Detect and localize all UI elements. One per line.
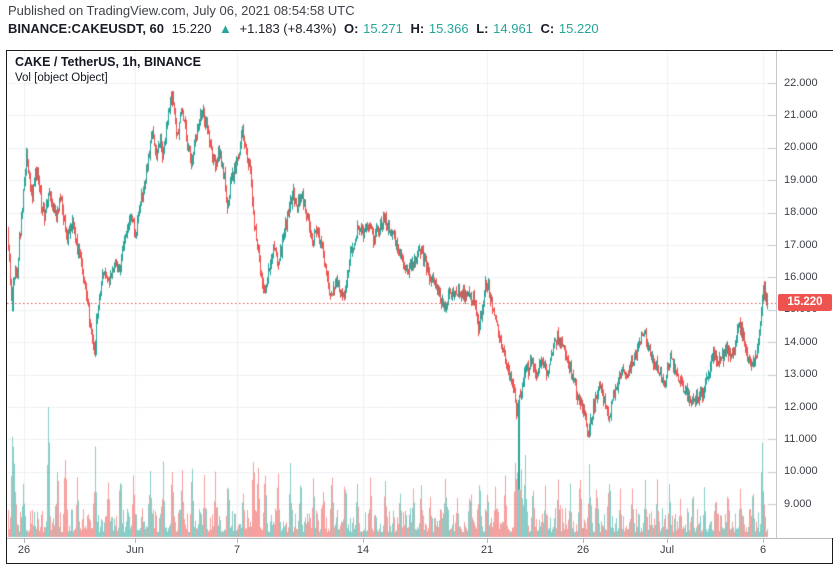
close-label: C: [540,21,555,36]
price-axis-label: 13.000 [784,368,818,381]
time-axis-tick [487,539,488,543]
price-change-text: +1.183 (+8.43%) [239,21,337,36]
time-axis-tick [763,539,764,543]
time-axis-label: 6 [759,544,767,556]
close-value: 15.220 [558,21,599,36]
price-axis-label: 22.000 [784,76,818,89]
up-arrow-icon: ▲ [219,21,232,36]
price-axis-label: 12.000 [784,400,818,413]
price-axis-label: 18.000 [784,206,818,219]
time-axis: 26 Jun 7 14 21 26 Jul 6 [7,538,832,562]
candlestick-volume-chart [7,51,776,538]
time-axis-tick [24,539,25,543]
time-axis-tick [135,539,136,543]
last-price-tag: 15.220 [778,294,832,312]
high-value: 15.366 [428,21,469,36]
price-axis-label: 10.000 [784,465,818,478]
time-axis-label: 14 [356,544,370,556]
time-axis-tick [583,539,584,543]
time-axis-label: 26 [576,544,590,556]
chart-legend: CAKE / TetherUS, 1h, BINANCE Vol [object… [15,55,201,84]
published-timestamp: Published on TradingView.com, July 06, 2… [8,3,355,18]
price-axis-label: 16.000 [784,270,818,283]
time-axis-tick [237,539,238,543]
time-axis-label: 7 [233,544,241,556]
time-axis-label: Jun [126,544,144,556]
price-axis-label: 20.000 [784,141,818,154]
low-label: L: [476,21,489,36]
price-axis-label: 21.000 [784,108,818,121]
volume-legend: Vol [object Object] [15,72,108,84]
symbol-info-line: BINANCE:CAKEUSDT, 60 15.220 ▲ +1.183 (+8… [8,21,603,36]
chart-legend-title: CAKE / TetherUS, 1h, BINANCE [15,55,201,69]
price-axis: 15.220 22.000 21.000 20.000 19.000 18.000 17.… [776,51,833,538]
price-axis-label: 19.000 [784,173,818,186]
time-axis-label: 21 [480,544,494,556]
chart-frame: CAKE / TetherUS, 1h, BINANCE Vol [object… [6,50,833,564]
open-label: O: [344,21,359,36]
price-axis-label: 11.000 [784,432,817,445]
price-axis-label: 17.000 [784,238,818,251]
time-axis-label: Jul [659,544,675,556]
high-label: H: [410,21,425,36]
last-price-value: 15.220 [171,21,212,36]
time-axis-tick [667,539,668,543]
low-value: 14.961 [493,21,533,36]
open-value: 15.271 [363,21,403,36]
time-axis-tick [363,539,364,543]
time-axis-label: 26 [17,544,31,556]
price-axis-label: 9.000 [784,497,812,510]
symbol-title: BINANCE:CAKEUSDT, 60 [8,21,165,36]
price-axis-label: 14.000 [784,335,818,348]
